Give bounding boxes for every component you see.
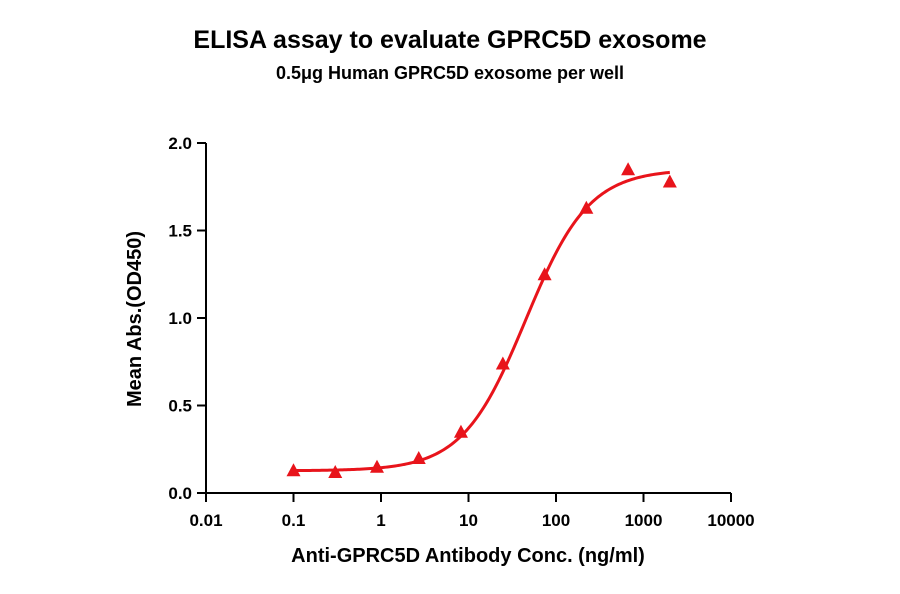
data-point [579,200,594,214]
data-point [286,463,301,477]
x-tick-label: 1000 [625,511,663,530]
chart-title: ELISA assay to evaluate GPRC5D exosome [193,26,707,54]
data-points [286,162,677,478]
data-point [621,162,636,176]
x-tick-label: 0.01 [189,511,222,530]
x-tick-label: 100 [542,511,570,530]
y-tick-label: 1.5 [168,222,192,241]
x-tick-label: 10000 [707,511,754,530]
x-tick-label: 1 [376,511,385,530]
data-point [369,459,384,473]
x-tick-label: 0.1 [282,511,306,530]
x-axis-title: Anti-GPRC5D Antibody Conc. (ng/ml) [291,545,645,567]
chart-subtitle: 0.5μg Human GPRC5D exosome per well [275,63,625,83]
y-tick-label: 0.5 [168,397,192,416]
y-axis-title: Mean Abs.(OD450) [124,231,146,407]
y-tick-label: 2.0 [168,134,192,153]
data-point [662,174,677,188]
data-point [537,267,552,281]
data-point [453,424,468,438]
data-point [495,356,510,370]
data-point [411,451,426,464]
x-tick-label: 10 [459,511,478,530]
y-tick-label: 1.0 [168,309,192,328]
axes: 0.0 0.5 1.0 1.5 2.0 0.01 0.1 1 10 100 1000 10000 [168,134,754,530]
data-point [328,465,343,478]
y-tick-label: 0.0 [168,484,192,503]
fit-curve [293,170,670,473]
